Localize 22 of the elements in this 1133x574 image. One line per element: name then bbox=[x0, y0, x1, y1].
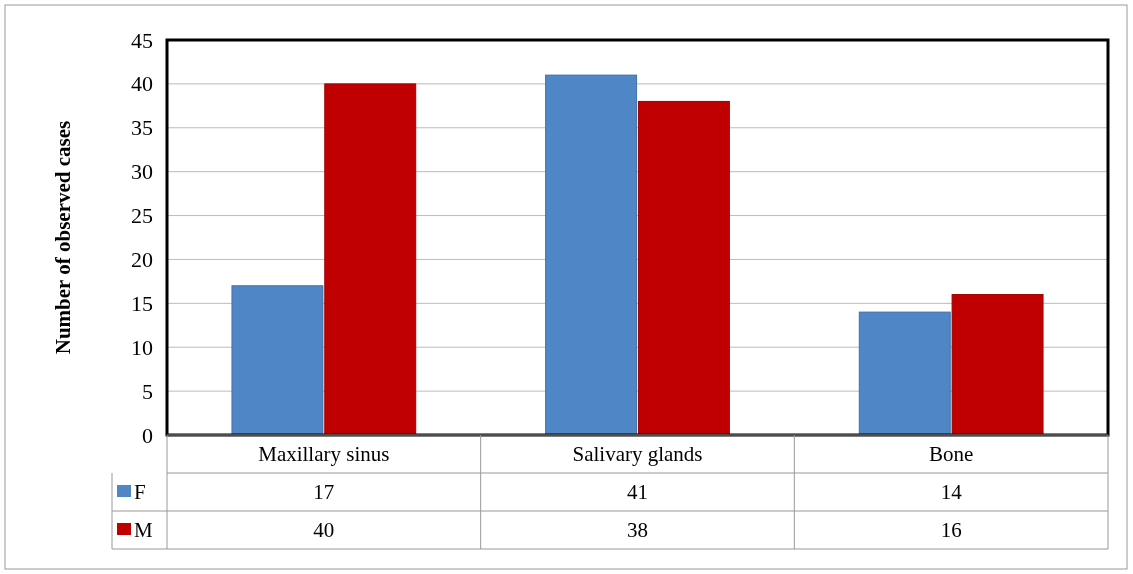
y-tick-label: 20 bbox=[131, 246, 153, 272]
y-tick-label: 5 bbox=[142, 378, 153, 404]
x-tick-label: Bone bbox=[929, 442, 974, 466]
legend-label: F bbox=[134, 480, 146, 504]
y-tick-label: 40 bbox=[131, 71, 153, 97]
y-tick-label: 35 bbox=[131, 115, 153, 141]
y-tick-label: 0 bbox=[142, 422, 153, 448]
data-label: 17 bbox=[313, 480, 335, 504]
y-tick-label: 45 bbox=[131, 27, 153, 53]
data-label: 41 bbox=[627, 480, 648, 504]
y-axis-title: Number of observed cases bbox=[51, 120, 75, 355]
legend-label: M bbox=[134, 518, 153, 542]
x-tick-label: Maxillary sinus bbox=[258, 442, 390, 466]
data-label: 14 bbox=[940, 480, 963, 504]
data-label: 40 bbox=[313, 518, 335, 542]
y-tick-label: 10 bbox=[131, 334, 153, 360]
y-tick-label: 30 bbox=[131, 159, 153, 185]
y-tick-label: 25 bbox=[131, 203, 153, 229]
data-label: 16 bbox=[940, 518, 962, 542]
y-tick-label: 15 bbox=[131, 290, 153, 316]
x-tick-label: Salivary glands bbox=[572, 442, 703, 466]
data-label: 38 bbox=[627, 518, 648, 542]
